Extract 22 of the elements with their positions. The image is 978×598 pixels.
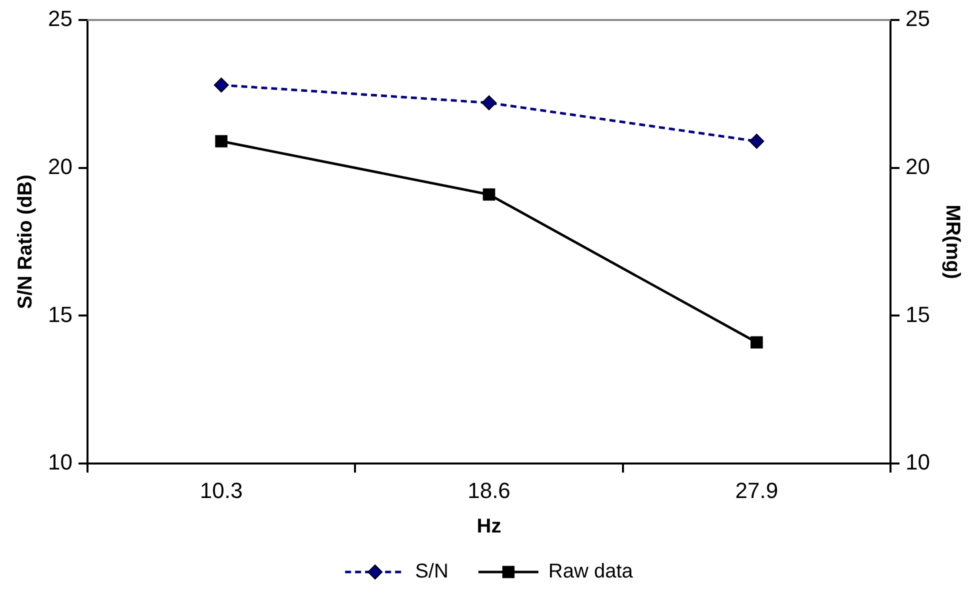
y-tick-label: 20: [48, 154, 72, 179]
y-tick-label: 10: [48, 450, 72, 475]
y2-tick-label: 20: [906, 154, 930, 179]
y-tick-label: 25: [48, 6, 72, 32]
point: [749, 134, 764, 149]
x-tick-label: 18.6: [468, 478, 510, 503]
y2-axis-title: MR(mg): [941, 204, 964, 280]
point: [482, 95, 496, 110]
point: [750, 336, 763, 349]
x-axis-title: Hz: [476, 516, 502, 538]
point: [215, 135, 228, 148]
y2-tick-label: 25: [906, 6, 930, 32]
x-tick-label: 27.9: [735, 478, 778, 503]
legend-label: Raw data: [548, 560, 634, 583]
x-tick-label: 10.3: [200, 478, 243, 503]
legend-label: S/N: [415, 560, 448, 583]
y2-tick-label: 15: [906, 302, 930, 327]
point: [482, 188, 496, 201]
y2-tick-label: 10: [906, 450, 930, 475]
point: [214, 78, 229, 93]
y-axis-title: S/N Ratio (dB): [14, 174, 37, 310]
y-tick-label: 15: [48, 302, 72, 327]
